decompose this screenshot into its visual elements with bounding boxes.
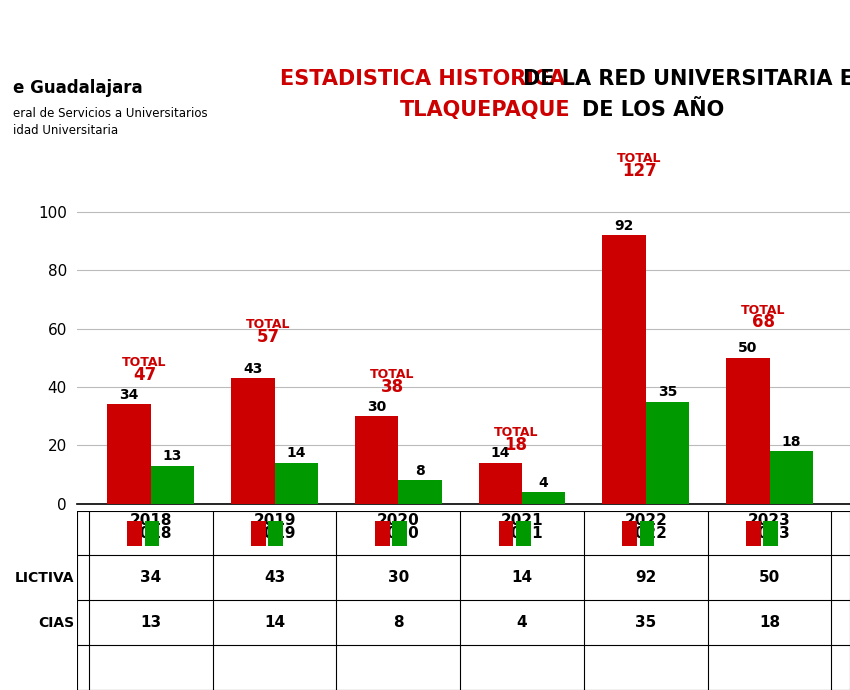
Text: 18: 18 <box>504 436 527 454</box>
Bar <box>231 378 275 504</box>
Text: 2021: 2021 <box>501 526 543 540</box>
Bar <box>726 357 769 504</box>
Text: 14: 14 <box>264 615 285 630</box>
Text: TOTAL: TOTAL <box>370 368 414 381</box>
Bar <box>639 521 655 546</box>
Text: 2019: 2019 <box>253 526 296 540</box>
Text: 4: 4 <box>517 615 527 630</box>
Text: 43: 43 <box>243 362 263 376</box>
Text: 8: 8 <box>393 615 404 630</box>
Text: 30: 30 <box>367 400 386 414</box>
Text: idad Universitaria: idad Universitaria <box>13 124 118 137</box>
Text: TOTAL: TOTAL <box>246 319 291 331</box>
Text: 43: 43 <box>264 571 285 585</box>
Text: 47: 47 <box>133 366 156 384</box>
Text: eral de Servicios a Universitarios: eral de Servicios a Universitarios <box>13 107 207 120</box>
Bar <box>479 463 522 504</box>
Text: 34: 34 <box>119 388 139 402</box>
Text: TOTAL: TOTAL <box>122 357 167 369</box>
Text: 30: 30 <box>388 571 409 585</box>
Text: 38: 38 <box>381 377 404 395</box>
Bar <box>516 521 530 546</box>
Bar <box>355 416 399 504</box>
Text: 92: 92 <box>615 219 634 233</box>
Bar <box>498 521 513 546</box>
Text: 127: 127 <box>622 161 657 179</box>
Text: 2022: 2022 <box>625 526 667 540</box>
Text: 34: 34 <box>140 571 162 585</box>
Text: 14: 14 <box>286 446 306 460</box>
Text: ESTADISTICA HISTORICA: ESTADISTICA HISTORICA <box>280 69 566 89</box>
Bar <box>251 521 266 546</box>
Text: 92: 92 <box>635 571 656 585</box>
Bar <box>763 521 779 546</box>
Bar <box>144 521 160 546</box>
Bar <box>622 521 638 546</box>
Bar <box>150 466 194 504</box>
Bar <box>646 402 689 504</box>
Text: 2018: 2018 <box>129 526 172 540</box>
Text: TOTAL: TOTAL <box>494 426 538 440</box>
Bar <box>522 492 565 504</box>
Bar <box>375 521 389 546</box>
Bar <box>107 404 150 504</box>
Bar <box>746 521 761 546</box>
Text: TOTAL: TOTAL <box>741 304 785 317</box>
Text: 18: 18 <box>781 435 801 448</box>
Text: 35: 35 <box>635 615 656 630</box>
Text: 68: 68 <box>752 313 775 331</box>
Text: LICTIVA: LICTIVA <box>14 571 74 585</box>
Bar <box>769 451 813 504</box>
Bar <box>269 521 283 546</box>
Text: 50: 50 <box>759 571 780 585</box>
Bar <box>399 480 442 504</box>
Text: CIAS: CIAS <box>38 615 74 630</box>
Text: e Guadalajara: e Guadalajara <box>13 79 142 97</box>
Text: 35: 35 <box>658 385 677 400</box>
Text: TLAQUEPAQUE: TLAQUEPAQUE <box>400 100 570 120</box>
Text: 14: 14 <box>490 446 510 460</box>
Text: 8: 8 <box>415 464 425 478</box>
Text: 4: 4 <box>539 475 548 490</box>
Text: DE LOS AÑO: DE LOS AÑO <box>582 100 724 120</box>
Bar <box>392 521 407 546</box>
Text: 18: 18 <box>759 615 780 630</box>
Text: DE LA RED UNIVERSITARIA EN: DE LA RED UNIVERSITARIA EN <box>523 69 850 89</box>
Text: 50: 50 <box>738 342 757 355</box>
Bar <box>603 235 646 504</box>
Text: TOTAL: TOTAL <box>617 152 662 165</box>
Bar <box>275 463 318 504</box>
Text: 57: 57 <box>257 328 280 346</box>
Text: 2023: 2023 <box>748 526 791 540</box>
Bar <box>128 521 142 546</box>
Text: 14: 14 <box>512 571 533 585</box>
Text: 13: 13 <box>162 449 182 464</box>
Text: 13: 13 <box>140 615 162 630</box>
Text: 2020: 2020 <box>377 526 420 540</box>
